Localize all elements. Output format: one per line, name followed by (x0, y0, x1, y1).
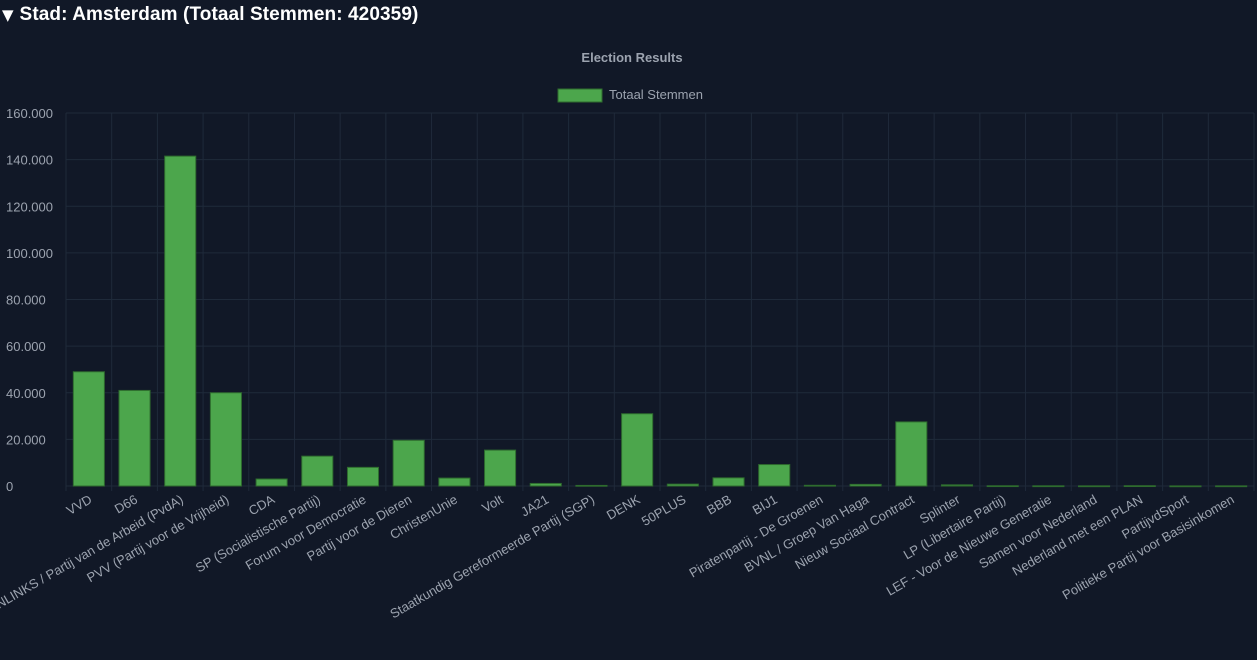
bar[interactable] (621, 413, 654, 487)
bar[interactable] (986, 485, 1019, 488)
x-tick-label: JA21 (518, 492, 551, 520)
y-tick-label: 20.000 (6, 432, 46, 447)
y-tick-label: 40.000 (6, 386, 46, 401)
city-section-title: Stad: Amsterdam (Totaal Stemmen: 420359) (19, 4, 419, 25)
y-tick-label: 100.000 (6, 246, 53, 261)
bar[interactable] (895, 421, 928, 487)
legend-swatch[interactable] (557, 88, 603, 103)
bar[interactable] (209, 392, 242, 487)
legend-label[interactable]: Totaal Stemmen (609, 87, 703, 102)
x-tick-label: 50PLUS (639, 491, 689, 528)
grid-lines (65, 112, 1255, 491)
x-tick-label: D66 (112, 492, 140, 517)
bars (72, 155, 1248, 488)
bar[interactable] (346, 466, 380, 487)
bar[interactable] (72, 371, 105, 487)
bar[interactable] (1032, 485, 1065, 488)
bar[interactable] (1169, 485, 1202, 488)
chart-title: Election Results (581, 50, 682, 65)
bar[interactable] (1078, 485, 1111, 488)
bar[interactable] (118, 389, 151, 487)
city-section-header[interactable]: ▼ Stad: Amsterdam (Totaal Stemmen: 42035… (0, 0, 1257, 30)
y-tick-label: 140.000 (6, 153, 53, 168)
x-tick-label: VVD (64, 492, 95, 518)
x-tick-label: BBB (704, 492, 734, 518)
bar[interactable] (758, 464, 791, 487)
legend[interactable]: Totaal Stemmen (557, 87, 703, 103)
x-tick-label: GROENLINKS / Partij van de Arbeid (PvdA) (0, 492, 186, 631)
bar[interactable] (529, 482, 562, 487)
bar[interactable] (484, 449, 517, 487)
y-tick-label: 80.000 (6, 293, 46, 308)
bar[interactable] (940, 484, 974, 487)
bar[interactable] (392, 439, 425, 487)
x-tick-label: CDA (246, 491, 278, 518)
bar[interactable] (1123, 485, 1156, 488)
bar[interactable] (1215, 485, 1248, 488)
bar[interactable] (438, 477, 471, 487)
y-tick-label: 120.000 (6, 199, 53, 214)
bar[interactable] (666, 483, 699, 487)
y-axis: 0 20.000 40.000 60.000 80.000 100.000 120.000 1… (6, 106, 53, 494)
x-tick-label: Volt (479, 491, 506, 515)
y-tick-label: 0 (6, 479, 13, 494)
bar[interactable] (575, 484, 608, 487)
x-tick-label: BIJ1 (750, 492, 780, 518)
bar[interactable] (301, 455, 334, 487)
y-tick-label: 60.000 (6, 339, 46, 354)
x-tick-label: DENK (604, 491, 643, 522)
bar[interactable] (712, 477, 745, 487)
y-tick-label: 160.000 (6, 106, 53, 121)
bar[interactable] (803, 484, 836, 487)
bar[interactable] (255, 478, 288, 487)
collapse-triangle-icon[interactable]: ▼ (2, 6, 14, 24)
bar[interactable] (164, 155, 197, 487)
bar[interactable] (849, 483, 882, 487)
